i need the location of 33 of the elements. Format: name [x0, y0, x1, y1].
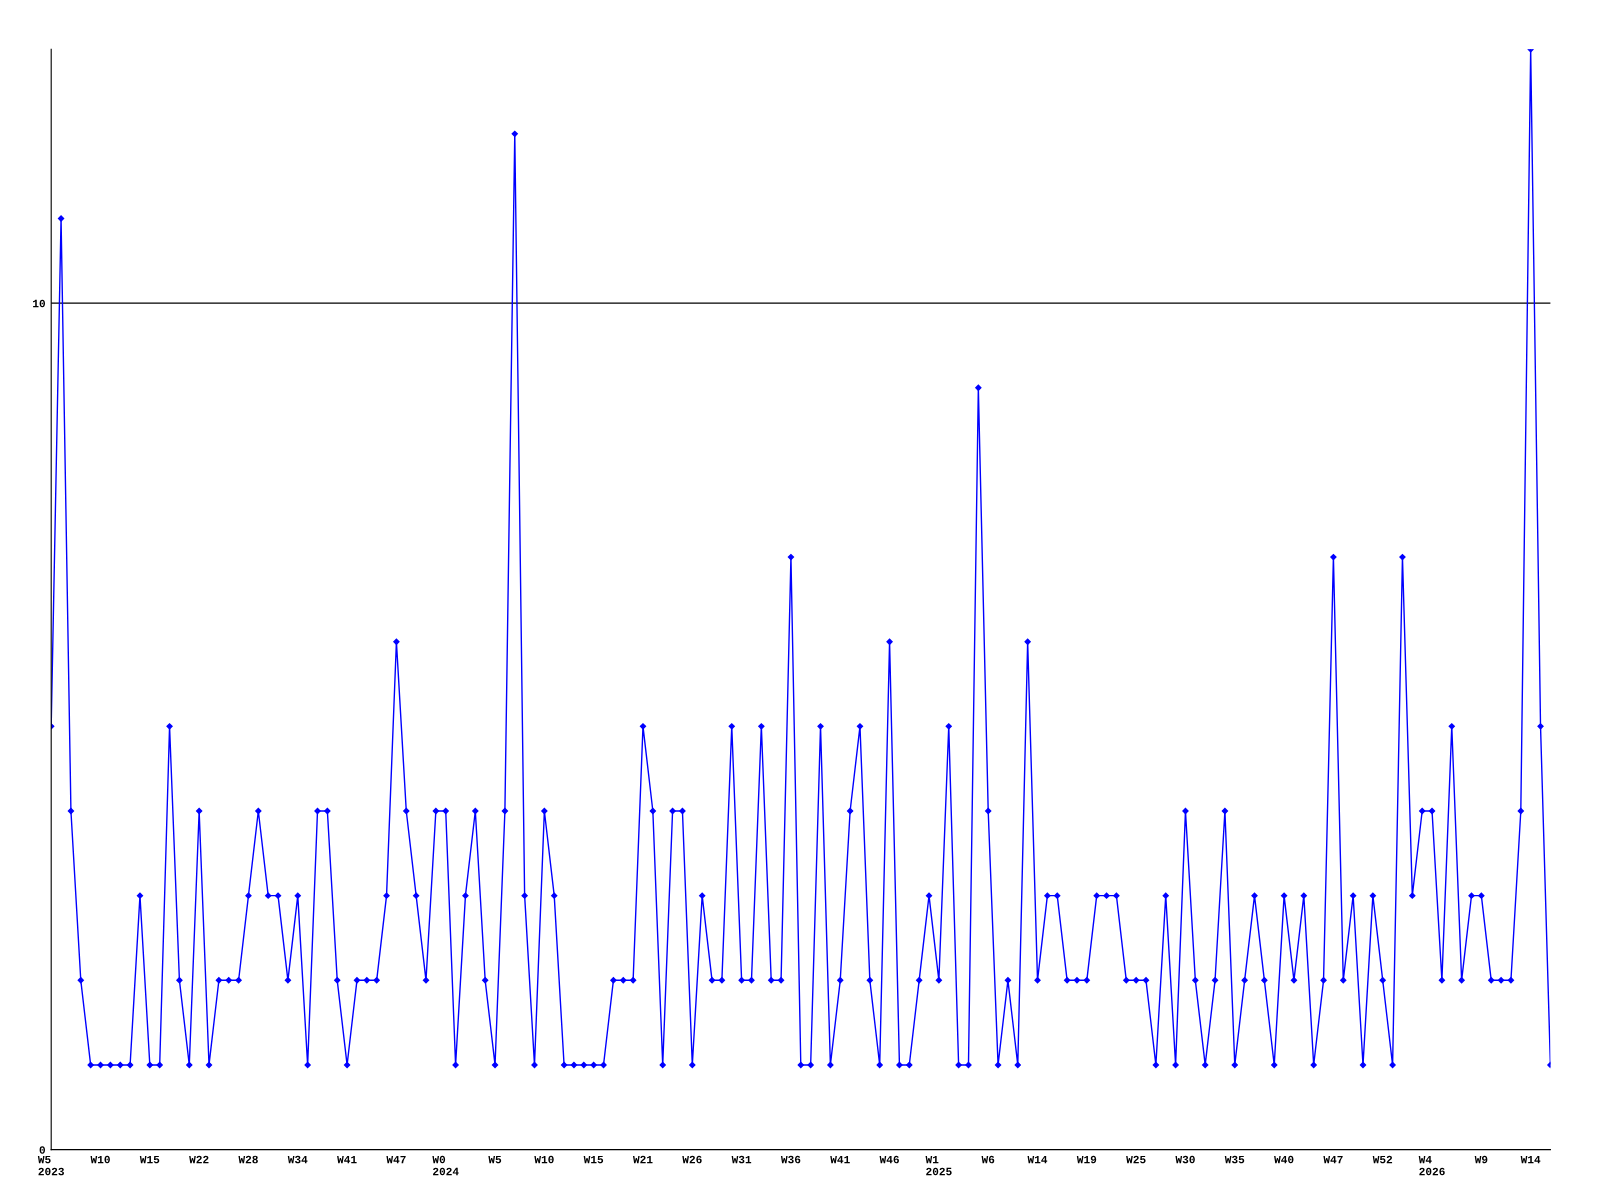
x-tick-label: W14	[1520, 1155, 1541, 1164]
x-tick-label: W31	[731, 1155, 752, 1164]
x-tick-label: W4 2026	[1418, 1155, 1445, 1176]
x-tick-label: W34	[287, 1155, 308, 1164]
x-tick-label: W25	[1126, 1155, 1146, 1164]
x-tick-label: W47	[1323, 1155, 1343, 1164]
x-tick-label: W46	[879, 1155, 899, 1164]
x-tick-label: W1 2025	[925, 1155, 952, 1176]
x-tick-label: W35	[1224, 1155, 1245, 1164]
x-tick-label: W5	[488, 1155, 502, 1164]
y-tick-label: 0	[39, 1146, 45, 1154]
x-tick-label: W40	[1274, 1155, 1294, 1164]
x-tick-label: W41	[337, 1155, 357, 1164]
x-tick-label: W6	[981, 1155, 995, 1164]
x-tick-label: W9	[1474, 1155, 1488, 1164]
x-tick-label: W0 2024	[432, 1155, 459, 1176]
x-tick-label: W36	[780, 1155, 801, 1164]
x-tick-label: W10	[534, 1155, 554, 1164]
x-tick-label: W26	[682, 1155, 702, 1164]
x-tick-label: W41	[830, 1155, 850, 1164]
x-tick-label: W30	[1175, 1155, 1195, 1164]
x-tick-label: W14	[1027, 1155, 1048, 1164]
x-tick-label: W47	[386, 1155, 406, 1164]
x-tick-label: W22	[189, 1155, 209, 1164]
x-tick-label: W28	[238, 1155, 258, 1164]
x-tick-label: W5 2023	[37, 1155, 64, 1176]
x-tick-label: W19	[1076, 1155, 1097, 1164]
x-tick-label: W10	[90, 1155, 110, 1164]
x-tick-label: W21	[632, 1155, 653, 1164]
x-tick-label: W15	[139, 1155, 160, 1164]
x-tick-label: W15	[583, 1155, 604, 1164]
y-tick-label: 10	[33, 299, 45, 308]
x-tick-label: W52	[1372, 1155, 1393, 1164]
